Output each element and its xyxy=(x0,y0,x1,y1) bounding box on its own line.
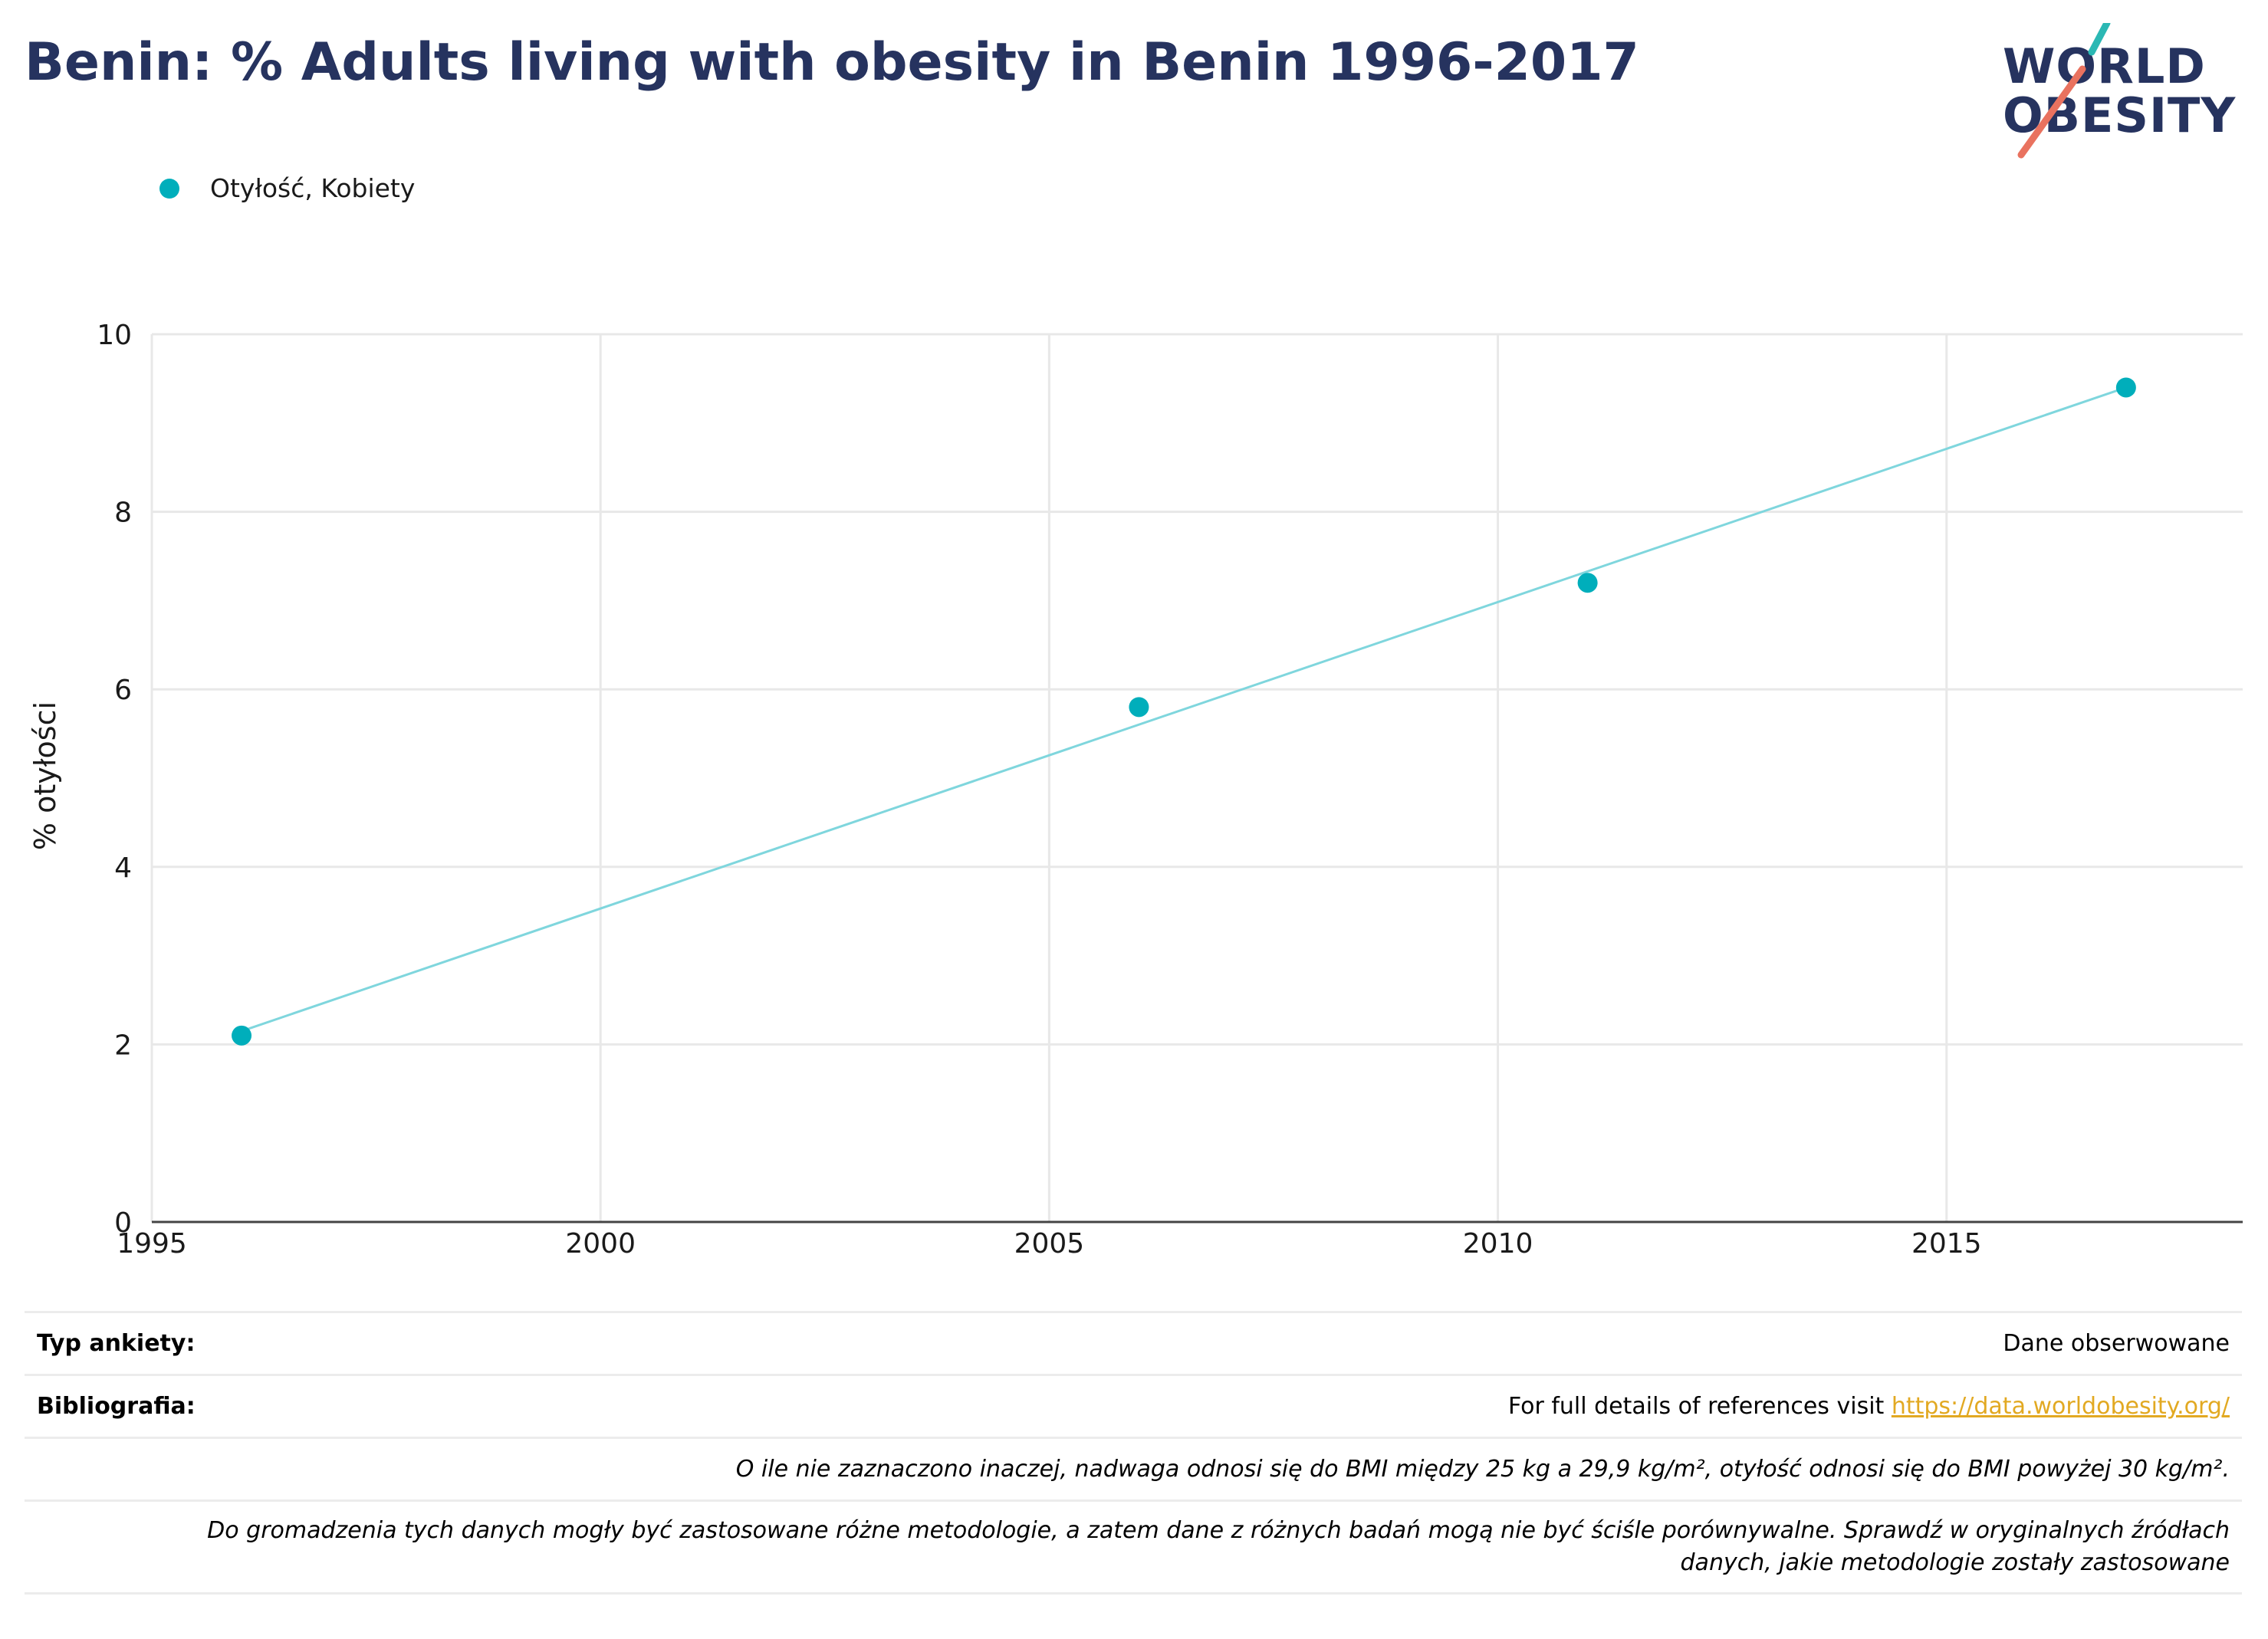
trend-line-group xyxy=(241,386,2127,1033)
bmi-note: O ile nie zaznaczono inaczej, nadwaga od… xyxy=(735,1455,2230,1483)
bibliography-row: Bibliografia: For full details of refere… xyxy=(25,1374,2242,1437)
bibliography-link[interactable]: https://data.worldobesity.org/ xyxy=(1891,1393,2230,1420)
x-tick-label: 2005 xyxy=(1014,1228,1085,1260)
data-point xyxy=(232,1025,252,1046)
x-tick-label: 2010 xyxy=(1463,1228,1533,1260)
legend-label: Otyłość, Kobiety xyxy=(210,173,416,203)
survey-type-row: Typ ankiety: Dane obserwowane xyxy=(25,1311,2242,1374)
x-tick-label: 1995 xyxy=(117,1228,187,1260)
data-point xyxy=(1577,573,1598,593)
survey-type-label: Typ ankiety: xyxy=(37,1330,196,1357)
y-tick-label: 2 xyxy=(114,1030,132,1061)
y-tick-label: 10 xyxy=(97,320,132,351)
survey-type-value: Dane obserwowane xyxy=(2003,1330,2230,1357)
methodology-note: Do gromadzenia tych danych mogły być zas… xyxy=(37,1515,2230,1579)
bmi-note-row: O ile nie zaznaczono inaczej, nadwaga od… xyxy=(25,1437,2242,1499)
data-point xyxy=(1129,697,1149,718)
x-tick-label: 2000 xyxy=(565,1228,636,1260)
x-tick-label: 2015 xyxy=(1911,1228,1982,1260)
logo-slash-icon xyxy=(2017,23,2111,159)
chart-plot: 0 2 4 6 8 10 1995 2000 2005 2010 2015 % otyłości xyxy=(28,320,2243,1260)
y-axis-title: % otyłości xyxy=(28,701,62,850)
bibliography-text: For full details of references visit xyxy=(1507,1393,1892,1420)
tick-labels: 0 2 4 6 8 10 1995 2000 2005 2010 2015 xyxy=(97,320,1981,1260)
info-table: Typ ankiety: Dane obserwowane Bibliograf… xyxy=(25,1311,2242,1595)
bibliography-value: For full details of references visit htt… xyxy=(1508,1393,2230,1420)
y-tick-label: 8 xyxy=(114,498,132,529)
methodology-note-line-1: Do gromadzenia tych danych mogły być zas… xyxy=(207,1517,2230,1544)
page-title: Benin: % Adults living with obesity in B… xyxy=(25,32,1639,93)
bibliography-label: Bibliografia: xyxy=(37,1393,196,1420)
y-tick-label: 0 xyxy=(114,1207,132,1239)
methodology-note-line-2: danych, jakie metodologie zostały zastos… xyxy=(1680,1549,2230,1576)
chart-legend: Otyłość, Kobiety xyxy=(159,173,415,203)
data-point xyxy=(2115,377,2136,398)
grid-lines xyxy=(150,333,2243,1222)
world-obesity-logo: WORLD OBESITY xyxy=(2003,23,2248,161)
methodology-note-row: Do gromadzenia tych danych mogły być zas… xyxy=(25,1499,2242,1595)
y-tick-label: 4 xyxy=(114,852,132,884)
trend-line xyxy=(241,386,2127,1033)
legend-marker xyxy=(159,178,179,199)
y-tick-label: 6 xyxy=(114,675,132,706)
logo-line-1: WORLD xyxy=(2003,38,2206,94)
data-points xyxy=(232,377,2136,1046)
